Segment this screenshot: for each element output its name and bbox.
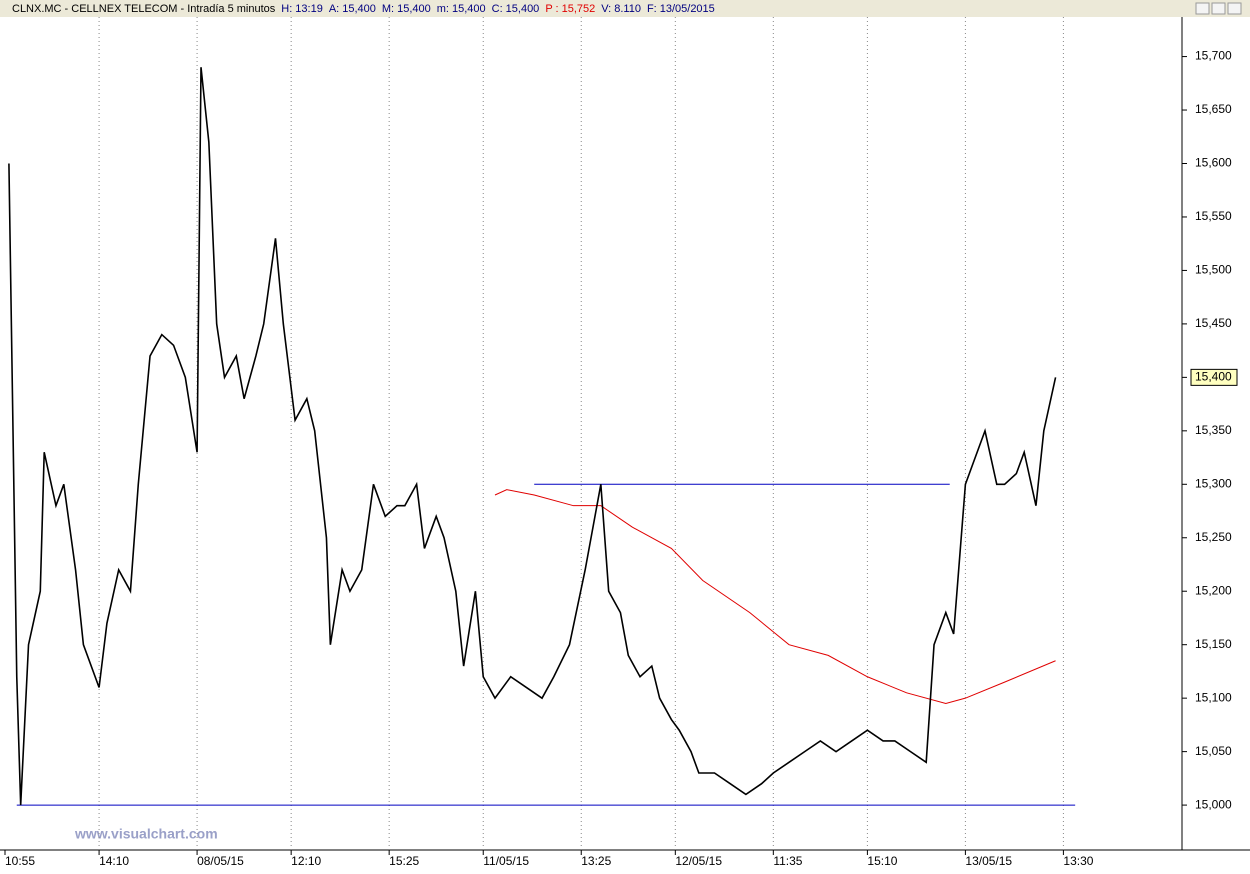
header-stat-label: C: xyxy=(492,3,503,15)
maximize-button[interactable] xyxy=(1211,2,1226,15)
y-tick-label: 15,150 xyxy=(1195,637,1232,651)
header-stat-value: 13/05/2015 xyxy=(660,3,715,15)
header-stat-label: H: xyxy=(281,3,292,15)
x-tick-label: 10:55 xyxy=(5,854,35,868)
header-stat-value: 8.110 xyxy=(614,3,641,15)
header-stat-label: V: xyxy=(601,3,611,15)
header-stat-label: M: xyxy=(382,3,394,15)
y-tick-label: 15,500 xyxy=(1195,263,1232,277)
y-tick-label: 15,000 xyxy=(1195,797,1232,811)
y-tick-label: 15,450 xyxy=(1195,316,1232,330)
y-tick-label: 15,050 xyxy=(1195,744,1232,758)
watermark: www.visualchart.com xyxy=(74,826,218,842)
y-tick-label: 15,250 xyxy=(1195,530,1232,544)
header-stat-value: 15,400 xyxy=(397,3,431,15)
y-tick-label: 15,300 xyxy=(1195,476,1232,490)
title-bar xyxy=(0,0,1250,17)
minimize-button[interactable] xyxy=(1195,2,1210,15)
x-tick-label: 15:25 xyxy=(389,854,419,868)
x-tick-label: 11/05/15 xyxy=(483,854,529,868)
y-tick-label: 15,350 xyxy=(1195,423,1232,437)
x-tick-label: 14:10 xyxy=(99,854,129,868)
header: CLNX.MC - CELLNEX TELECOM - Intradía 5 m… xyxy=(12,3,715,15)
y-tick-label: 15,650 xyxy=(1195,102,1232,116)
y-tick-label: 15,700 xyxy=(1195,49,1232,63)
y-tick-label: 15,200 xyxy=(1195,583,1232,597)
x-tick-label: 08/05/15 xyxy=(197,854,244,868)
last-price-tag xyxy=(1190,368,1238,386)
header-title: CLNX.MC - CELLNEX TELECOM - Intradía 5 m… xyxy=(12,3,276,15)
x-tick-label: 12:10 xyxy=(291,854,321,868)
x-tick-label: 12/05/15 xyxy=(675,854,722,868)
x-tick-label: 11:35 xyxy=(773,854,802,868)
price-line xyxy=(8,67,1057,806)
x-tick-label: 13:30 xyxy=(1063,854,1093,868)
header-stat-value: 15,400 xyxy=(452,3,486,15)
moving-average xyxy=(494,489,1056,705)
header-stat-value: 15,400 xyxy=(506,3,540,15)
x-tick-label: 13/05/15 xyxy=(965,854,1012,868)
x-tick-label: 13:25 xyxy=(581,854,611,868)
header-stat-value: 15,400 xyxy=(342,3,376,15)
header-stat-label: F: xyxy=(647,3,657,15)
close-button[interactable] xyxy=(1227,2,1242,15)
x-tick-label: 15:10 xyxy=(867,854,897,868)
header-stat-value: 13:19 xyxy=(295,3,323,15)
header-stat-label: P : xyxy=(545,3,558,15)
header-stat-value: 15,752 xyxy=(562,3,596,15)
header-stat-label: A: xyxy=(329,3,339,15)
y-tick-label: 15,550 xyxy=(1195,209,1232,223)
y-tick-label: 15,100 xyxy=(1195,690,1232,704)
last-price-label: 15,400 xyxy=(1195,370,1232,384)
header-stat-label: m: xyxy=(437,3,449,15)
y-tick-label: 15,600 xyxy=(1195,156,1232,170)
